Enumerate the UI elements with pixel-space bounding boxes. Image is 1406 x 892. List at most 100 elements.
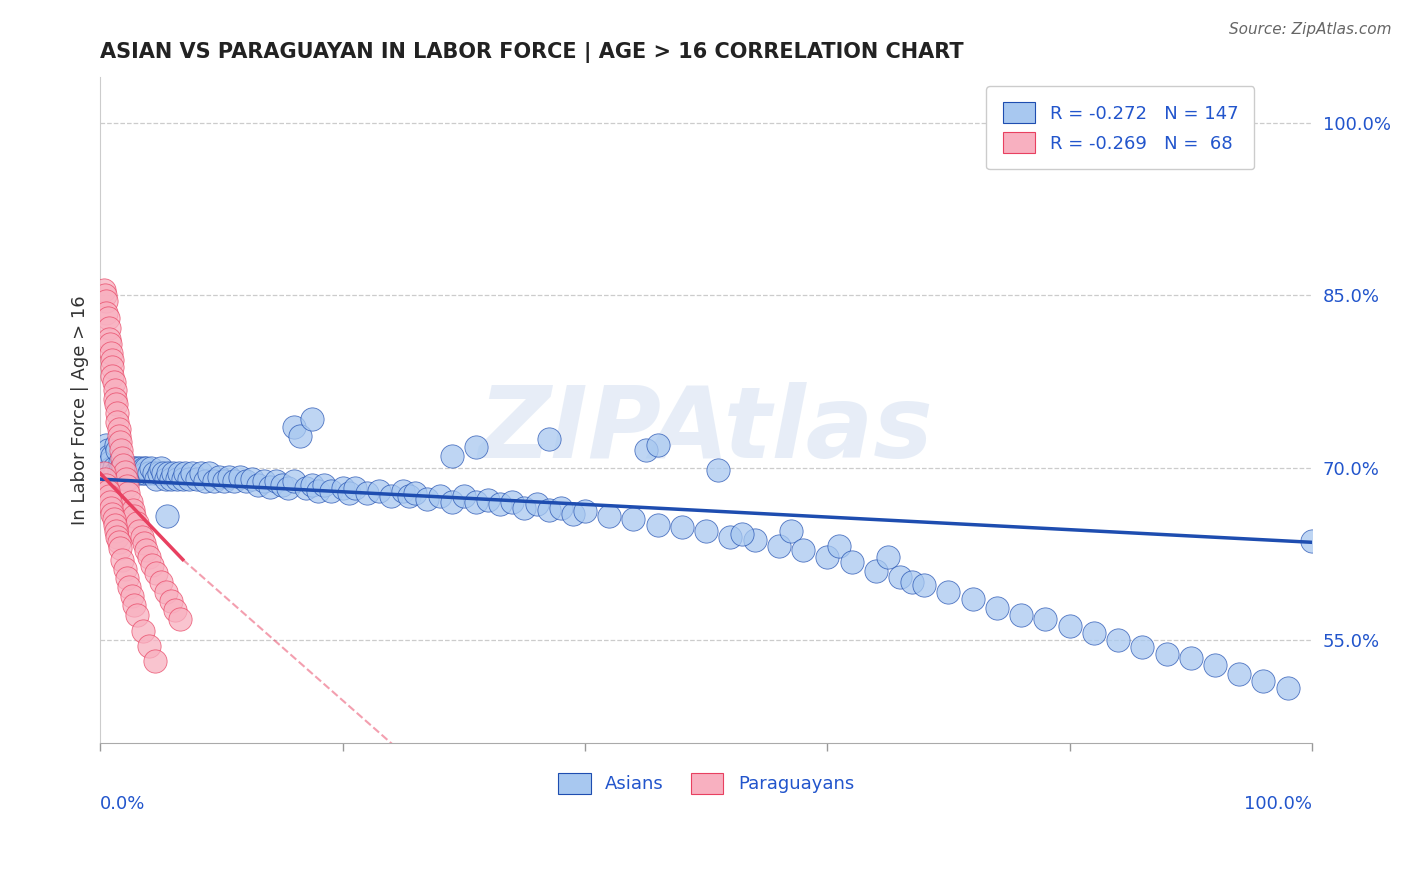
Point — [174, 467, 197, 481]
Point — [93, 283, 115, 297]
Point — [155, 472, 177, 486]
Point — [307, 483, 329, 498]
Point — [117, 486, 139, 500]
Point — [695, 524, 717, 538]
Point — [97, 449, 120, 463]
Point — [429, 489, 451, 503]
Point — [165, 603, 187, 617]
Point — [122, 503, 145, 517]
Point — [264, 475, 287, 489]
Point — [1156, 647, 1178, 661]
Point — [128, 524, 150, 538]
Point — [121, 460, 143, 475]
Point — [172, 472, 194, 486]
Point — [101, 449, 124, 463]
Point — [96, 478, 118, 492]
Point — [105, 438, 128, 452]
Point — [319, 483, 342, 498]
Point — [526, 497, 548, 511]
Point — [537, 503, 560, 517]
Point — [212, 475, 235, 489]
Point — [149, 460, 172, 475]
Point — [671, 520, 693, 534]
Point — [100, 346, 122, 360]
Point — [103, 375, 125, 389]
Point — [356, 486, 378, 500]
Point — [253, 475, 276, 489]
Point — [118, 580, 141, 594]
Point — [120, 467, 142, 481]
Point — [117, 472, 139, 486]
Point — [398, 489, 420, 503]
Text: Source: ZipAtlas.com: Source: ZipAtlas.com — [1229, 22, 1392, 37]
Point — [111, 451, 134, 466]
Point — [104, 392, 127, 406]
Point — [98, 495, 121, 509]
Point — [453, 489, 475, 503]
Point — [110, 443, 132, 458]
Point — [718, 530, 741, 544]
Point — [96, 305, 118, 319]
Point — [108, 455, 131, 469]
Point — [901, 575, 924, 590]
Point — [103, 512, 125, 526]
Point — [218, 470, 240, 484]
Point — [135, 543, 157, 558]
Point — [707, 463, 730, 477]
Point — [537, 432, 560, 446]
Point — [107, 460, 129, 475]
Point — [1277, 681, 1299, 695]
Point — [101, 359, 124, 374]
Point — [876, 550, 898, 565]
Point — [105, 443, 128, 458]
Point — [561, 507, 583, 521]
Point — [181, 467, 204, 481]
Point — [124, 599, 146, 613]
Point — [792, 543, 814, 558]
Point — [107, 422, 129, 436]
Point — [145, 472, 167, 486]
Point — [97, 320, 120, 334]
Point — [986, 600, 1008, 615]
Point — [121, 589, 143, 603]
Point — [477, 492, 499, 507]
Text: 100.0%: 100.0% — [1244, 795, 1312, 813]
Point — [574, 504, 596, 518]
Point — [100, 460, 122, 475]
Point — [1033, 612, 1056, 626]
Point — [98, 455, 121, 469]
Point — [101, 467, 124, 481]
Point — [105, 405, 128, 419]
Point — [94, 288, 117, 302]
Point — [1083, 626, 1105, 640]
Point — [114, 465, 136, 479]
Point — [156, 508, 179, 523]
Point — [127, 467, 149, 481]
Point — [112, 460, 135, 475]
Point — [131, 467, 153, 481]
Point — [828, 539, 851, 553]
Text: ZIPAtlas: ZIPAtlas — [479, 382, 934, 479]
Point — [368, 483, 391, 498]
Legend: Asians, Paraguayans: Asians, Paraguayans — [551, 765, 862, 801]
Point — [101, 368, 124, 383]
Point — [283, 420, 305, 434]
Point — [343, 481, 366, 495]
Point — [107, 428, 129, 442]
Point — [115, 467, 138, 481]
Point — [155, 584, 177, 599]
Point — [440, 495, 463, 509]
Y-axis label: In Labor Force | Age > 16: In Labor Force | Age > 16 — [72, 295, 89, 525]
Point — [107, 467, 129, 481]
Point — [404, 486, 426, 500]
Point — [97, 332, 120, 346]
Point — [290, 428, 312, 442]
Point — [744, 533, 766, 547]
Point — [768, 539, 790, 553]
Point — [392, 483, 415, 498]
Point — [208, 470, 231, 484]
Point — [1204, 658, 1226, 673]
Point — [104, 383, 127, 397]
Point — [222, 475, 245, 489]
Point — [138, 550, 160, 565]
